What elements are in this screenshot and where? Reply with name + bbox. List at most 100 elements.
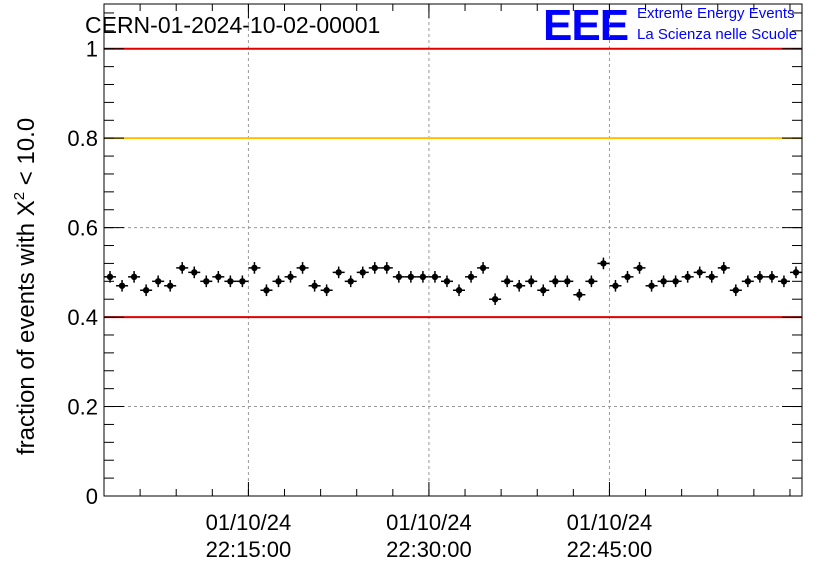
data-point: [416, 271, 429, 283]
y-axis-label-tail: < 10.0: [13, 118, 40, 192]
data-point: [320, 284, 333, 297]
logo-line1: Extreme Energy Events: [637, 5, 795, 22]
data-point: [537, 284, 550, 297]
data-point: [513, 279, 526, 292]
data-marker: [154, 278, 162, 285]
data-point: [717, 262, 730, 274]
data-marker: [239, 278, 246, 285]
data-point: [368, 262, 381, 274]
data-marker: [323, 287, 330, 294]
data-marker: [227, 278, 234, 285]
data-marker: [684, 273, 691, 281]
data-marker: [503, 278, 511, 285]
data-marker: [455, 287, 463, 294]
data-point: [561, 275, 574, 288]
data-marker: [467, 273, 475, 281]
data-marker: [203, 278, 210, 285]
data-marker: [648, 282, 655, 289]
x-tick-label-date: 01/10/24: [567, 510, 653, 535]
data-marker: [600, 260, 607, 267]
x-tick-label-time: 22:45:00: [567, 537, 653, 562]
data-point: [525, 275, 538, 288]
data-point: [176, 262, 189, 274]
data-marker: [744, 278, 752, 285]
data-marker: [263, 287, 270, 294]
reference-lines: [104, 47, 802, 319]
y-tick-label: 0.8: [67, 126, 98, 151]
data-point: [200, 275, 213, 288]
y-axis-label: fraction of events with X2 < 10.0: [11, 118, 40, 455]
data-point: [621, 271, 634, 283]
data-point: [164, 279, 177, 292]
data-marker: [564, 278, 571, 285]
data-marker: [287, 273, 294, 281]
data-marker: [552, 278, 559, 285]
data-marker: [359, 269, 366, 276]
data-marker: [215, 273, 222, 281]
data-point: [585, 275, 598, 288]
y-axis-label-main: fraction of events with X: [13, 200, 40, 455]
data-point: [573, 288, 586, 301]
data-marker: [407, 273, 415, 281]
data-point: [248, 262, 261, 274]
y-tick-label: 0.4: [67, 305, 98, 330]
data-point: [152, 275, 165, 288]
data-marker: [191, 269, 198, 276]
data-point: [344, 275, 357, 288]
logo-line2: La Scienza nelle Scuole: [637, 26, 797, 43]
chart-title: CERN-01-2024-10-02-00001: [85, 12, 380, 38]
data-point: [705, 271, 718, 283]
data-point: [777, 275, 790, 288]
data-point: [633, 262, 646, 274]
data-point: [440, 275, 453, 288]
data-marker: [756, 273, 764, 281]
data-point: [729, 284, 742, 297]
data-point: [609, 279, 622, 292]
data-marker: [299, 264, 306, 272]
data-marker: [419, 273, 427, 281]
data-point: [789, 266, 802, 279]
data-marker: [118, 282, 126, 289]
data-marker: [588, 278, 595, 285]
data-point: [224, 275, 237, 288]
data-point: [477, 262, 490, 274]
data-points: [104, 257, 802, 306]
data-point: [501, 275, 514, 288]
data-point: [332, 266, 345, 279]
data-marker: [130, 273, 138, 281]
data-marker: [371, 264, 378, 272]
data-marker: [720, 264, 727, 272]
data-marker: [660, 278, 667, 285]
data-marker: [780, 278, 788, 285]
x-tick-label-time: 22:15:00: [206, 537, 292, 562]
data-marker: [624, 273, 631, 281]
y-tick-label: 0.6: [67, 216, 98, 241]
data-point: [597, 257, 610, 270]
eee-logo: EEE Extreme Energy Events La Scienza nel…: [543, 1, 797, 50]
y-tick-label: 0.2: [67, 395, 98, 420]
data-point: [645, 279, 658, 292]
data-point: [693, 266, 706, 279]
data-point: [669, 275, 682, 288]
data-point: [140, 284, 153, 297]
data-point: [260, 284, 273, 297]
axis-ticks: [103, 4, 802, 497]
data-marker: [612, 282, 619, 289]
data-point: [657, 275, 670, 288]
data-marker: [792, 269, 800, 276]
data-marker: [383, 264, 391, 272]
data-marker: [347, 278, 354, 285]
data-marker: [335, 269, 342, 276]
data-marker: [768, 273, 776, 281]
data-point: [765, 271, 778, 283]
plot-frame: [103, 3, 803, 497]
data-point: [356, 266, 369, 279]
tick-labels: 00.20.40.60.8101/10/2422:15:0001/10/2422…: [67, 37, 652, 562]
data-point: [380, 262, 393, 274]
data-marker: [106, 273, 114, 281]
data-marker: [491, 296, 499, 303]
data-marker: [576, 291, 583, 298]
data-marker: [528, 278, 535, 285]
data-marker: [142, 287, 150, 294]
